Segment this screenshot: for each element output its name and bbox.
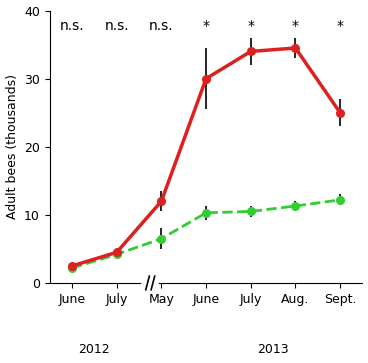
Text: 2012: 2012	[79, 343, 110, 356]
Text: n.s.: n.s.	[149, 19, 174, 33]
Text: *: *	[292, 19, 299, 33]
Text: *: *	[247, 19, 254, 33]
Text: n.s.: n.s.	[105, 19, 129, 33]
Text: 2013: 2013	[257, 343, 289, 356]
Text: *: *	[202, 19, 210, 33]
Y-axis label: Adult bees (thousands): Adult bees (thousands)	[6, 74, 18, 219]
Text: *: *	[337, 19, 344, 33]
Text: n.s.: n.s.	[60, 19, 84, 33]
